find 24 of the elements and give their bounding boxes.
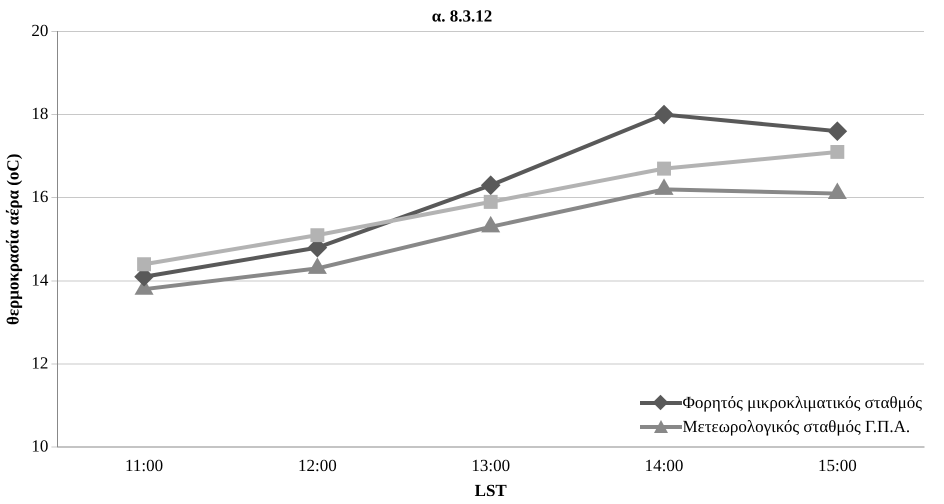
x-tick-label: 14:00 (644, 456, 684, 475)
point (137, 257, 152, 272)
chart-title: α. 8.3.12 (432, 6, 492, 26)
y-tick-label: 12 (31, 354, 48, 373)
x-tick-label: 15:00 (818, 456, 857, 475)
x-tick-label: 12:00 (298, 456, 337, 475)
x-axis-title: LST (474, 481, 508, 500)
point (830, 145, 844, 159)
y-axis-title: θερμοκρασία αέρα (oC) (4, 154, 23, 325)
y-tick-label: 18 (31, 104, 48, 124)
legend-label: Μετεωρολογικός σταθμός Γ.Π.Α. (682, 416, 910, 438)
point (828, 122, 846, 140)
point (655, 106, 674, 124)
x-tick-label: 11:00 (125, 456, 164, 475)
y-tick-label: 20 (31, 20, 48, 40)
legend-label: Φορητός μικροκλιματικός σταθμός (682, 392, 922, 414)
x-tick-label: 13:00 (471, 456, 510, 475)
point (310, 228, 324, 242)
y-tick-label: 10 (31, 436, 48, 456)
point (482, 176, 500, 194)
y-tick-label: 14 (31, 270, 49, 290)
point (484, 194, 498, 209)
point (657, 162, 671, 176)
y-tick-label: 16 (31, 187, 48, 206)
